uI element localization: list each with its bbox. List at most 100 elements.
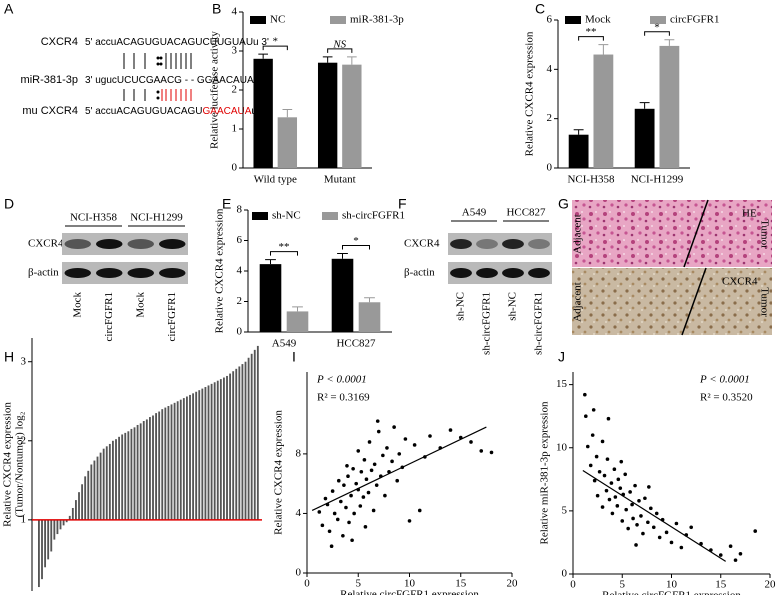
bar: [593, 54, 614, 168]
bar: [256, 345, 259, 520]
point: [610, 511, 615, 516]
legend-swatch: [252, 212, 268, 220]
point: [376, 429, 381, 434]
point: [605, 457, 610, 461]
point: [352, 511, 356, 516]
significance-bracket: [270, 251, 298, 256]
bar: [331, 258, 354, 332]
bar: [167, 405, 170, 520]
bar: [238, 366, 241, 520]
lane-label: sh-NC: [455, 292, 467, 321]
sequence: 3' ugucUCUCGAACG - - GGAACAUAu 5': [85, 75, 270, 86]
significance-label: **: [279, 241, 290, 253]
point: [753, 529, 758, 533]
legend-label: miR-381-3p: [350, 14, 404, 26]
blot-row-label: CXCR4: [404, 238, 440, 250]
point: [390, 459, 394, 464]
bar: [253, 58, 273, 168]
sequence-part: 5' accuACAGUGUACAGU: [85, 106, 203, 117]
legend-label: sh-NC: [272, 210, 301, 222]
significance-label: NS: [332, 38, 346, 50]
bar: [84, 476, 87, 520]
point: [597, 469, 602, 474]
bar: [253, 349, 256, 520]
point: [329, 544, 334, 548]
point: [733, 558, 738, 562]
y-tick-label: 6: [547, 14, 553, 26]
boundary-line: [683, 199, 709, 268]
point: [428, 434, 432, 438]
trendline: [582, 469, 726, 562]
point: [602, 473, 607, 478]
legend-label: sh-circFGFR1: [342, 210, 405, 222]
bar: [216, 380, 219, 520]
bar: [142, 421, 145, 520]
point: [591, 408, 596, 412]
bar: [226, 375, 228, 520]
x-tick-label: A549: [272, 338, 297, 350]
bar: [155, 413, 158, 520]
blot-strip: [62, 233, 188, 255]
error-bar: [347, 56, 357, 65]
error-bar: [598, 44, 609, 55]
x-tick-label: 0: [570, 579, 576, 591]
bar: [50, 519, 53, 552]
red-pairing-marks: [161, 89, 192, 101]
sequence: 5' accuACAGUGUACAGUGAACAUAu 3': [85, 106, 267, 117]
point: [588, 463, 593, 468]
point: [646, 520, 650, 525]
y-axis-label: Relative CXCR4 expression: [2, 402, 14, 527]
point: [354, 481, 359, 486]
bar: [229, 373, 232, 520]
point: [383, 493, 387, 498]
point: [339, 499, 343, 504]
y-tick-label: 0: [296, 567, 302, 579]
error-bar: [573, 129, 584, 135]
x-tick-label: 20: [765, 579, 777, 591]
bar: [68, 515, 71, 520]
bar: [186, 396, 188, 520]
blot-band: [96, 268, 123, 278]
sequence-label: CXCR4: [41, 36, 78, 48]
blot-band: [502, 239, 524, 249]
blot-band: [528, 268, 550, 278]
x-tick-label: Mutant: [324, 174, 356, 186]
bar: [210, 383, 213, 520]
legend-swatch: [322, 212, 338, 220]
bar: [139, 423, 142, 520]
bar: [44, 519, 47, 568]
bar: [38, 519, 40, 588]
point: [356, 449, 361, 453]
blot-band: [64, 239, 91, 249]
legend-swatch: [330, 16, 346, 24]
histology-label: HE: [742, 208, 757, 220]
y-axis-label: Relative CXCR4 expression: [214, 208, 226, 333]
trendline: [311, 426, 487, 512]
y-tick-label: 4: [232, 6, 238, 18]
x-axis-label: Relative circFGFR1 expression: [602, 590, 741, 595]
bar: [96, 456, 99, 520]
blot-band: [127, 239, 154, 249]
bar: [102, 448, 105, 520]
error-bar: [364, 297, 375, 303]
y-tick-label: 2: [21, 434, 27, 446]
legend-label: Mock: [585, 14, 611, 26]
bar: [342, 64, 362, 168]
point: [669, 540, 674, 545]
bar: [223, 377, 225, 520]
bar: [149, 417, 151, 520]
y-axis-label: (Tumor/Nontumor) log₂: [14, 411, 26, 517]
y-tick-label: 0: [237, 326, 243, 338]
y-tick-label: 6: [237, 234, 243, 246]
sequence-part: GAACAUA: [203, 106, 252, 117]
histology-side-label: Adjacent: [572, 282, 584, 322]
point: [615, 504, 620, 508]
y-tick-label: 2: [547, 112, 553, 124]
r-squared: R² = 0.3169: [317, 392, 370, 404]
sequence: 5' accuACAGUGUACAGUCUUGUAUu 3': [85, 37, 269, 48]
y-tick-label: 3: [232, 45, 238, 57]
point: [362, 458, 367, 462]
point: [346, 474, 350, 479]
point: [647, 485, 651, 489]
error-bar: [282, 109, 293, 118]
